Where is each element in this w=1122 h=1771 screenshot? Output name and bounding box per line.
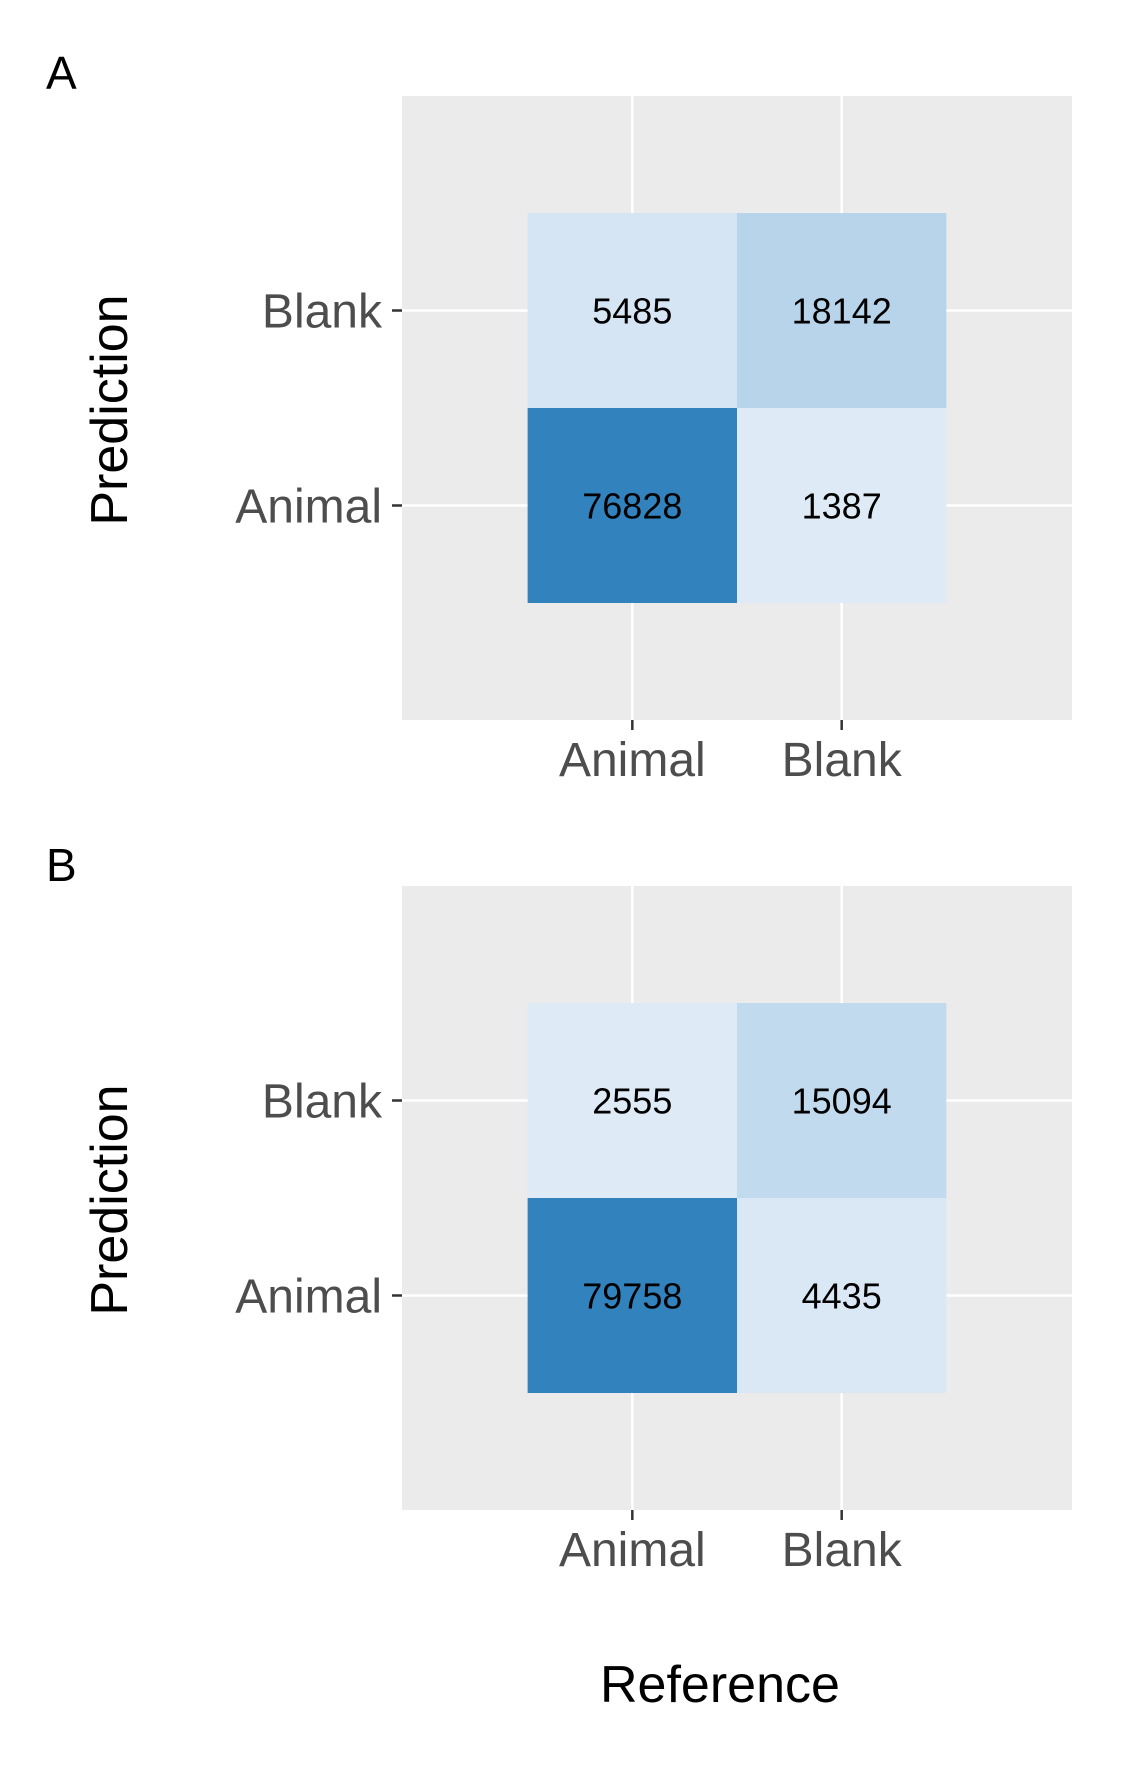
panel-b-cell-value: 2555 (592, 1081, 672, 1122)
panel-b-tile (737, 1003, 947, 1198)
panel-a-tile (737, 213, 947, 408)
panel-b-tile (527, 1003, 737, 1198)
panel-b-tile (527, 1198, 737, 1393)
panel-a-y-tick-label: Animal (235, 481, 382, 534)
panel-b-y-tick-label: Blank (262, 1076, 383, 1129)
panel-b-x-tick-label: Blank (782, 1524, 903, 1577)
panel-a-tile (737, 408, 947, 603)
panel-b-cell-value: 4435 (802, 1276, 882, 1317)
panel-a-tile (527, 213, 737, 408)
panel-a-cell-value: 18142 (792, 291, 892, 332)
panel-b-cell-value: 15094 (792, 1081, 892, 1122)
panel-a-cell-value: 5485 (592, 291, 672, 332)
x-axis-title: Reference (600, 1656, 840, 1714)
panel-a-label: A (46, 47, 77, 99)
panel-a-cell-value: 1387 (802, 486, 882, 527)
panel-b-x-tick-label: Animal (559, 1524, 706, 1577)
panel-a-x-tick-label: Blank (782, 734, 903, 787)
panel-a-cell-value: 76828 (582, 486, 682, 527)
panel-b-tile (737, 1198, 947, 1393)
panel-b-label: B (46, 839, 77, 891)
panel-b-y-tick-label: Animal (235, 1271, 382, 1324)
panel-a-y-tick-label: Blank (262, 286, 383, 339)
panel-a-tile (527, 408, 737, 603)
panel-a-x-tick-label: Animal (559, 734, 706, 787)
panel-b-cell-value: 79758 (582, 1276, 682, 1317)
